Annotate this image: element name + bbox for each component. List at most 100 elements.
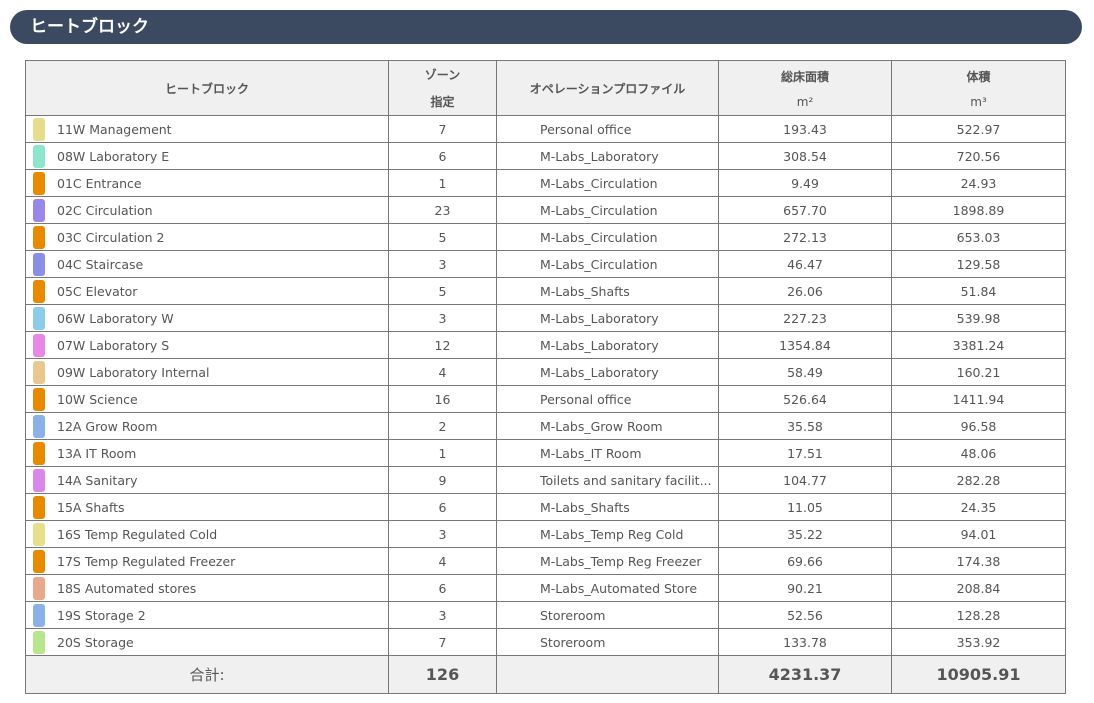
area-cell: 104.77 bbox=[718, 466, 892, 494]
zones-cell: 3 bbox=[388, 601, 497, 629]
table-row[interactable]: 08W Laboratory E 6 M-Labs_Laboratory 308… bbox=[25, 142, 1066, 170]
block-name: 19S Storage 2 bbox=[57, 607, 146, 623]
area-cell: 526.64 bbox=[718, 385, 892, 413]
table-row[interactable]: 06W Laboratory W 3 M-Labs_Laboratory 227… bbox=[25, 304, 1066, 332]
table-row[interactable]: 15A Shafts 6 M-Labs_Shafts 11.05 24.35 bbox=[25, 493, 1066, 521]
color-swatch bbox=[33, 415, 45, 438]
profile-cell: M-Labs_Laboratory bbox=[496, 331, 719, 359]
profile-cell: M-Labs_Grow Room bbox=[496, 412, 719, 440]
table-row[interactable]: 07W Laboratory S 12 M-Labs_Laboratory 13… bbox=[25, 331, 1066, 359]
table-row[interactable]: 12A Grow Room 2 M-Labs_Grow Room 35.58 9… bbox=[25, 412, 1066, 440]
block-name: 07W Laboratory S bbox=[57, 337, 170, 353]
color-swatch bbox=[33, 145, 45, 168]
block-name-cell: 16S Temp Regulated Cold bbox=[25, 520, 389, 548]
area-cell: 9.49 bbox=[718, 169, 892, 197]
color-swatch bbox=[33, 550, 45, 573]
profile-cell: Storeroom bbox=[496, 628, 719, 656]
block-name-cell: 15A Shafts bbox=[25, 493, 389, 521]
zones-cell: 1 bbox=[388, 169, 497, 197]
area-cell: 308.54 bbox=[718, 142, 892, 170]
color-swatch bbox=[33, 118, 45, 141]
table-row[interactable]: 10W Science 16 Personal office 526.64 14… bbox=[25, 385, 1066, 413]
table-row[interactable]: 18S Automated stores 6 M-Labs_Automated … bbox=[25, 574, 1066, 602]
area-cell: 1354.84 bbox=[718, 331, 892, 359]
block-name: 06W Laboratory W bbox=[57, 310, 174, 326]
volume-cell: 129.58 bbox=[891, 250, 1066, 278]
profile-cell: M-Labs_Circulation bbox=[496, 250, 719, 278]
area-cell: 11.05 bbox=[718, 493, 892, 521]
zones-cell: 7 bbox=[388, 115, 497, 143]
table-row[interactable]: 20S Storage 7 Storeroom 133.78 353.92 bbox=[25, 628, 1066, 656]
color-swatch bbox=[33, 253, 45, 276]
area-cell: 26.06 bbox=[718, 277, 892, 305]
table-row[interactable]: 03C Circulation 2 5 M-Labs_Circulation 2… bbox=[25, 223, 1066, 251]
block-name: 05C Elevator bbox=[57, 283, 138, 299]
block-name: 08W Laboratory E bbox=[57, 148, 170, 164]
block-name: 13A IT Room bbox=[57, 445, 137, 461]
volume-cell: 282.28 bbox=[891, 466, 1066, 494]
table-row[interactable]: 09W Laboratory Internal 4 M-Labs_Laborat… bbox=[25, 358, 1066, 386]
profile-cell: Toilets and sanitary facilit... bbox=[496, 466, 719, 494]
block-name-cell: 07W Laboratory S bbox=[25, 331, 389, 359]
volume-cell: 539.98 bbox=[891, 304, 1066, 332]
area-cell: 272.13 bbox=[718, 223, 892, 251]
table-row[interactable]: 01C Entrance 1 M-Labs_Circulation 9.49 2… bbox=[25, 169, 1066, 197]
table-row[interactable]: 04C Staircase 3 M-Labs_Circulation 46.47… bbox=[25, 250, 1066, 278]
area-cell: 35.22 bbox=[718, 520, 892, 548]
table-header: ヒートブロック ゾーン 指定 オペレーションプロファイル 総床面積 m² 体積 m³ bbox=[25, 60, 1066, 116]
block-name: 12A Grow Room bbox=[57, 418, 158, 434]
totals-row: 合計: 126 4231.37 10905.91 bbox=[25, 655, 1066, 694]
zones-cell: 9 bbox=[388, 466, 497, 494]
profile-cell: M-Labs_Laboratory bbox=[496, 304, 719, 332]
area-cell: 133.78 bbox=[718, 628, 892, 656]
color-swatch bbox=[33, 631, 45, 654]
profile-cell: M-Labs_Temp Reg Freezer bbox=[496, 547, 719, 575]
table-row[interactable]: 19S Storage 2 3 Storeroom 52.56 128.28 bbox=[25, 601, 1066, 629]
block-name: 01C Entrance bbox=[57, 175, 142, 191]
table-row[interactable]: 05C Elevator 5 M-Labs_Shafts 26.06 51.84 bbox=[25, 277, 1066, 305]
volume-cell: 51.84 bbox=[891, 277, 1066, 305]
volume-cell: 96.58 bbox=[891, 412, 1066, 440]
table-row[interactable]: 17S Temp Regulated Freezer 4 M-Labs_Temp… bbox=[25, 547, 1066, 575]
profile-cell: Storeroom bbox=[496, 601, 719, 629]
zones-cell: 3 bbox=[388, 520, 497, 548]
block-name: 04C Staircase bbox=[57, 256, 144, 272]
table-row[interactable]: 02C Circulation 23 M-Labs_Circulation 65… bbox=[25, 196, 1066, 224]
zones-cell: 23 bbox=[388, 196, 497, 224]
totals-area: 4231.37 bbox=[718, 655, 892, 694]
volume-cell: 24.93 bbox=[891, 169, 1066, 197]
table-row[interactable]: 11W Management 7 Personal office 193.43 … bbox=[25, 115, 1066, 143]
zones-cell: 6 bbox=[388, 493, 497, 521]
volume-cell: 1411.94 bbox=[891, 385, 1066, 413]
zones-cell: 16 bbox=[388, 385, 497, 413]
block-name: 09W Laboratory Internal bbox=[57, 364, 210, 380]
header-zones: ゾーン 指定 bbox=[388, 60, 497, 116]
block-name: 20S Storage bbox=[57, 634, 134, 650]
volume-cell: 160.21 bbox=[891, 358, 1066, 386]
zones-cell: 4 bbox=[388, 358, 497, 386]
area-cell: 35.58 bbox=[718, 412, 892, 440]
volume-cell: 3381.24 bbox=[891, 331, 1066, 359]
table-row[interactable]: 14A Sanitary 9 Toilets and sanitary faci… bbox=[25, 466, 1066, 494]
volume-cell: 653.03 bbox=[891, 223, 1066, 251]
block-name-cell: 05C Elevator bbox=[25, 277, 389, 305]
color-swatch bbox=[33, 307, 45, 330]
table-row[interactable]: 13A IT Room 1 M-Labs_IT Room 17.51 48.06 bbox=[25, 439, 1066, 467]
zones-cell: 6 bbox=[388, 574, 497, 602]
block-name-cell: 02C Circulation bbox=[25, 196, 389, 224]
volume-cell: 174.38 bbox=[891, 547, 1066, 575]
profile-cell: M-Labs_Automated Store bbox=[496, 574, 719, 602]
profile-cell: M-Labs_Laboratory bbox=[496, 142, 719, 170]
block-name-cell: 09W Laboratory Internal bbox=[25, 358, 389, 386]
totals-label: 合計: bbox=[25, 655, 389, 694]
header-volume: 体積 m³ bbox=[891, 60, 1066, 116]
zones-cell: 7 bbox=[388, 628, 497, 656]
block-name: 18S Automated stores bbox=[57, 580, 197, 596]
block-name: 02C Circulation bbox=[57, 202, 153, 218]
totals-profile-empty bbox=[496, 655, 719, 694]
totals-zones: 126 bbox=[388, 655, 497, 694]
volume-cell: 48.06 bbox=[891, 439, 1066, 467]
color-swatch bbox=[33, 280, 45, 303]
table-row[interactable]: 16S Temp Regulated Cold 3 M-Labs_Temp Re… bbox=[25, 520, 1066, 548]
color-swatch bbox=[33, 361, 45, 384]
